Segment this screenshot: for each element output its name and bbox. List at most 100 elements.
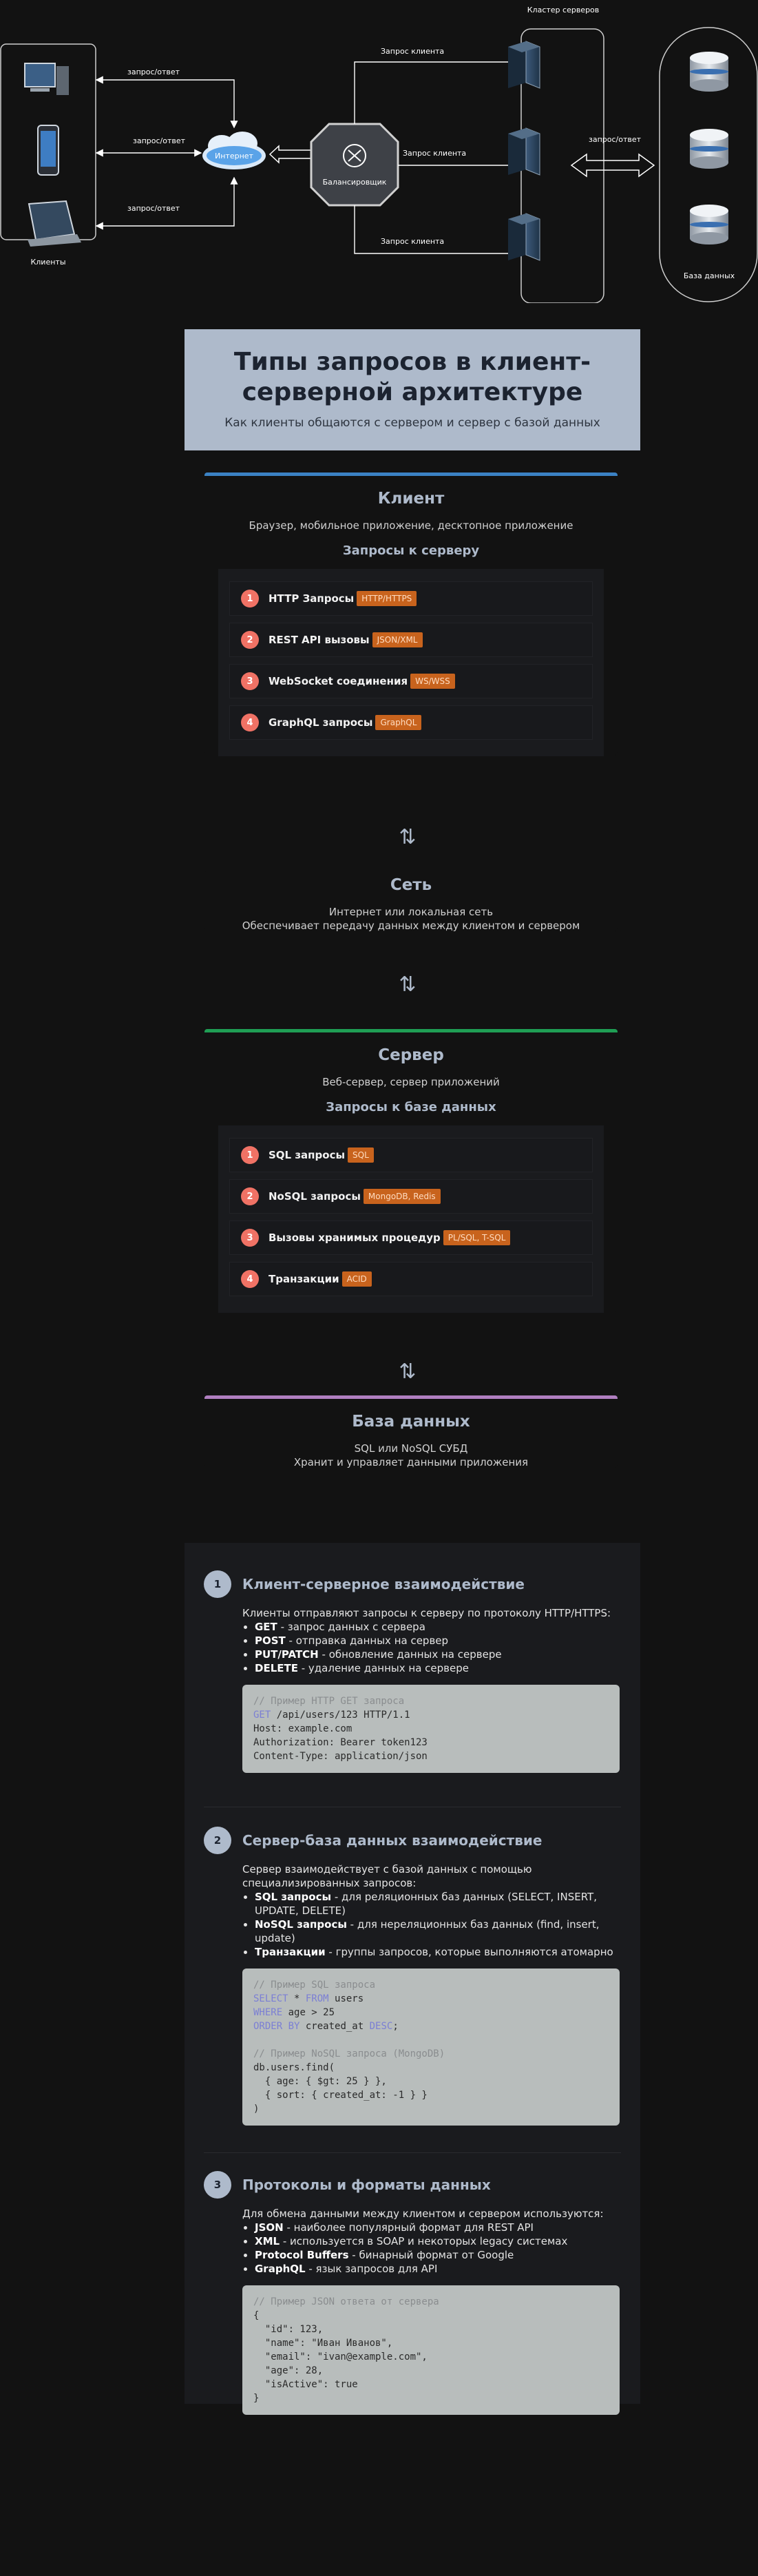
item-tag: HTTP/HTTPS (357, 591, 417, 606)
item-tag: WS/WSS (410, 674, 455, 689)
section-title: Протоколы и форматы данных (242, 2177, 491, 2193)
client-desc: Браузер, мобильное приложение, десктопно… (249, 519, 573, 532)
network-title: Сеть (390, 876, 432, 894)
item-label: NoSQL запросы (269, 1190, 361, 1203)
cluster-label: Кластер серверов (527, 6, 600, 14)
clients-label: Клиенты (30, 258, 65, 267)
item-label: HTTP Запросы (269, 592, 355, 605)
network-line-1: Интернет или локальная сеть (328, 906, 494, 918)
hollow-double-arrow (570, 153, 655, 178)
list-item: DELETE - удаление данных на сервере (255, 1661, 620, 1675)
card-accent-bar (204, 1395, 618, 1399)
list-item: 3 Вызовы хранимых процедур PL/SQL, T-SQL (229, 1221, 593, 1255)
server-requests-list: 1 SQL запросы SQL 2 NoSQL запросы MongoD… (218, 1125, 604, 1313)
list-item: GET - запрос данных с сервера (255, 1620, 620, 1634)
item-label: Вызовы хранимых процедур (269, 1232, 441, 1244)
section-intro: Сервер взаимодействует с базой данных с … (242, 1863, 532, 1889)
item-number: 2 (241, 1187, 259, 1205)
database-line-1: SQL или NoSQL СУБД (354, 1442, 468, 1455)
code-block-sql: // Пример SQL запроса SELECT * FROM user… (242, 1969, 620, 2126)
section-number: 3 (204, 2171, 231, 2199)
server-title: Сервер (378, 1046, 444, 1064)
bidirectional-arrow-icon: ⇅ (399, 825, 417, 849)
balancer-label: Балансировщик (323, 178, 387, 187)
edge-label-bottom: запрос/ответ (127, 204, 180, 213)
hero-banner: Типы запросов в клиент-серверной архитек… (185, 329, 640, 450)
explain-block-1: 1 Клиент-серверное взаимодействие Клиент… (204, 1570, 631, 1773)
database-label: База данных (684, 271, 735, 280)
bidirectional-arrow-icon: ⇅ (399, 1360, 417, 1384)
desktop-icon (24, 63, 69, 95)
item-number: 1 (241, 590, 259, 607)
network-line-2: Обеспечивает передачу данных между клиен… (242, 920, 580, 932)
item-label: REST API вызовы (269, 634, 370, 646)
list-item: JSON - наиболее популярный формат для RE… (255, 2221, 620, 2234)
card-accent-bar (204, 1029, 618, 1032)
server-desc: Веб-сервер, сервер приложений (322, 1076, 500, 1088)
section-intro: Клиенты отправляют запросы к серверу по … (242, 1607, 611, 1619)
item-tag: SQL (348, 1147, 374, 1163)
edge-client-req-top: Запрос клиента (381, 47, 444, 56)
cloud-icon (202, 132, 266, 169)
client-card: Клиент Браузер, мобильное приложение, де… (204, 472, 618, 756)
explain-block-2: 2 Сервер-база данных взаимодействие Серв… (204, 1827, 631, 2126)
server-card: Сервер Веб-сервер, сервер приложений Зап… (204, 1029, 618, 1313)
list-item: Protocol Buffers - бинарный формат от Go… (255, 2248, 620, 2262)
database-icon (690, 52, 728, 92)
page-title: Типы запросов в клиент-серверной архитек… (233, 348, 591, 406)
item-label: WebSocket соединения (269, 675, 408, 687)
server-icon (508, 127, 540, 176)
item-tag: GraphQL (375, 715, 422, 730)
edge-client-req-mid: Запрос клиента (403, 149, 466, 158)
network-card: Сеть Интернет или локальная сеть Обеспеч… (204, 869, 618, 933)
internet-label: Интернет (215, 152, 254, 160)
list-item: SQL запросы - для реляционных баз данных… (255, 1890, 620, 1918)
list-item: 1 SQL запросы SQL (229, 1138, 593, 1172)
list-item: PUT/PATCH - обновление данных на сервере (255, 1648, 620, 1661)
code-block-http: // Пример HTTP GET запроса GET /api/user… (242, 1685, 620, 1773)
list-item: GraphQL - язык запросов для API (255, 2262, 620, 2276)
explain-block-3: 3 Протоколы и форматы данных Для обмена … (204, 2171, 631, 2415)
list-item: Транзакции - группы запросов, которые вы… (255, 1945, 620, 1959)
item-number: 4 (241, 1270, 259, 1288)
database-icon (690, 129, 728, 169)
list-item: 4 Транзакции ACID (229, 1262, 593, 1296)
edge-label-top: запрос/ответ (127, 67, 180, 76)
database-group (659, 27, 758, 302)
item-number: 2 (241, 631, 259, 649)
section-number: 1 (204, 1570, 231, 1598)
client-title: Клиент (377, 490, 445, 508)
database-icon (690, 205, 728, 245)
item-tag: JSON/XML (372, 632, 423, 647)
server-icon (508, 41, 540, 89)
card-accent-bar (204, 472, 618, 476)
edge-db-label: запрос/ответ (589, 135, 642, 144)
list-item: 2 NoSQL запросы MongoDB, Redis (229, 1179, 593, 1214)
bidirectional-arrow-icon: ⇅ (399, 973, 417, 997)
list-item: 2 REST API вызовы JSON/XML (229, 623, 593, 657)
database-card: База данных SQL или NoSQL СУБД Хранит и … (204, 1395, 618, 1469)
item-label: GraphQL запросы (269, 716, 373, 729)
item-label: SQL запросы (269, 1149, 346, 1161)
section-number: 2 (204, 1827, 231, 1854)
explanation-section: 1 Клиент-серверное взаимодействие Клиент… (185, 1543, 640, 2415)
item-tag: MongoDB, Redis (363, 1189, 441, 1204)
code-block-json: // Пример JSON ответа от сервера { "id":… (242, 2285, 620, 2415)
list-item: 1 HTTP Запросы HTTP/HTTPS (229, 581, 593, 616)
item-tag: PL/SQL, T-SQL (443, 1230, 511, 1245)
server-requests-heading: Запросы к базе данных (326, 1100, 496, 1114)
divider (204, 2152, 621, 2153)
item-label: Транзакции (269, 1273, 339, 1285)
database-line-2: Хранит и управляет данными приложения (293, 1456, 529, 1468)
page-subtitle: Как клиенты общаются с сервером и сервер… (224, 416, 600, 430)
laptop-icon (28, 200, 81, 247)
item-number: 3 (241, 672, 259, 690)
database-title: База данных (352, 1413, 470, 1431)
item-tag: ACID (341, 1271, 372, 1287)
section-title: Сервер-база данных взаимодействие (242, 1832, 543, 1849)
list-item: NoSQL запросы - для нереляционных баз да… (255, 1918, 620, 1945)
edge-label-mid: запрос/ответ (133, 136, 186, 145)
item-number: 1 (241, 1146, 259, 1164)
list-item: POST - отправка данных на сервер (255, 1634, 620, 1648)
list-item: XML - используется в SOAP и некоторых le… (255, 2234, 620, 2248)
